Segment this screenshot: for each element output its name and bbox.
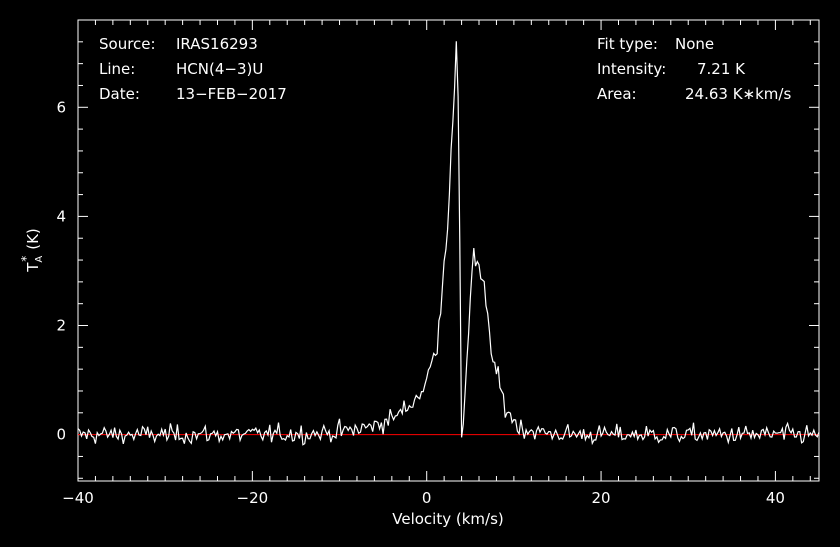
line-value: HCN(4−3)U <box>176 60 264 78</box>
y-axis-label-unit: (K) <box>24 228 42 250</box>
area-label: Area: <box>597 85 637 103</box>
y-axis-label-sup: * <box>19 256 33 262</box>
x-tick-label: 0 <box>422 489 432 507</box>
line-label: Line: <box>99 60 136 78</box>
y-axis-label: TA* (K) <box>19 228 45 273</box>
y-tick-label: 4 <box>56 207 66 225</box>
y-axis-label-main: T <box>24 262 42 273</box>
x-tick-label: −40 <box>62 489 94 507</box>
spectrum-line <box>77 41 820 446</box>
x-axis-label: Velocity (km/s) <box>392 510 503 528</box>
x-tick-label: 40 <box>766 489 785 507</box>
area-value: 24.63 K∗km/s <box>685 85 792 103</box>
date-value: 13−FEB−2017 <box>176 85 287 103</box>
x-tick-label: −20 <box>237 489 269 507</box>
y-axis-label-sub: A <box>34 256 45 263</box>
fit-type-value: None <box>675 35 715 53</box>
intensity-label: Intensity: <box>597 60 667 78</box>
y-tick-label: 2 <box>56 317 66 335</box>
plot-frame <box>77 19 820 482</box>
source-label: Source: <box>99 35 156 53</box>
y-ticks: 0 2 4 6 <box>56 41 819 479</box>
source-value: IRAS16293 <box>176 35 258 53</box>
x-ticks: −40 −20 0 20 40 <box>62 20 811 507</box>
date-label: Date: <box>99 85 140 103</box>
fit-type-label: Fit type: <box>597 35 658 53</box>
x-tick-label: 20 <box>592 489 611 507</box>
y-tick-label: 6 <box>56 98 66 116</box>
y-tick-label: 0 <box>56 426 66 444</box>
intensity-value: 7.21 K <box>697 60 746 78</box>
